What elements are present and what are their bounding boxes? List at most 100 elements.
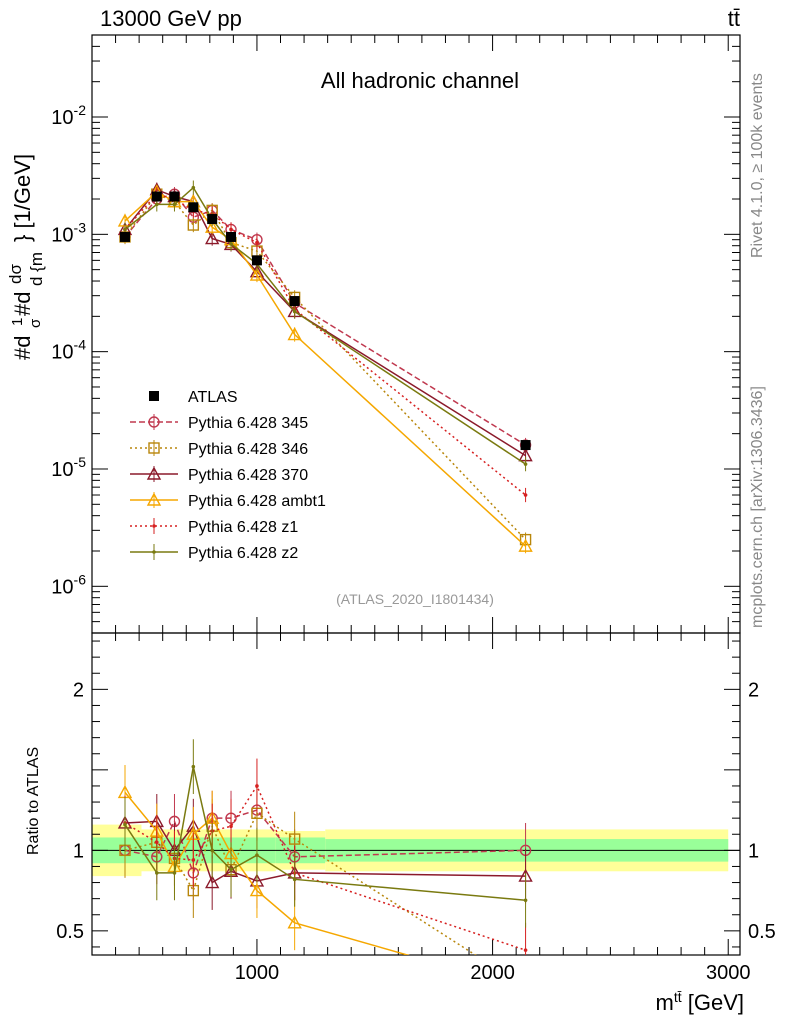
series-line <box>124 193 527 496</box>
svg-text:#d: #d <box>10 336 35 360</box>
legend-marker <box>152 550 156 554</box>
y-tick-label: 10-4 <box>51 337 86 364</box>
data-point <box>523 462 528 466</box>
data-point <box>523 493 528 497</box>
ratio-point <box>255 784 259 788</box>
legend-marker <box>152 524 156 528</box>
y-title-frac2-num: dσ <box>6 264 25 284</box>
ratio-point <box>155 840 159 845</box>
chart-title: All hadronic channel <box>321 68 519 93</box>
data-point <box>249 267 265 281</box>
ratio-point <box>229 824 233 828</box>
ratio-point <box>191 764 196 769</box>
ratio-point <box>292 877 297 882</box>
data-point <box>204 219 220 233</box>
series-line <box>124 193 527 541</box>
legend-label: Pythia 6.428 345 <box>188 415 308 432</box>
ratio-line <box>124 791 411 955</box>
data-point <box>229 227 233 232</box>
y-title-frac1-num: 1 <box>9 318 26 326</box>
legend-label: ATLAS <box>188 389 238 406</box>
legend-label: Pythia 6.428 ambt1 <box>188 493 326 510</box>
ratio-point <box>249 883 265 897</box>
legend-label: Pythia 6.428 z2 <box>188 545 298 562</box>
ratio-point <box>521 982 531 992</box>
legend-marker <box>146 492 162 506</box>
atlas-data-point <box>188 202 199 213</box>
data-point <box>123 227 127 232</box>
legend-label: Pythia 6.428 z1 <box>188 519 298 536</box>
header-left: 13000 GeV pp <box>100 6 242 31</box>
ratio-y-tick-label-right: 2 <box>748 679 759 701</box>
chart-layer: 10-2 10-3 10-4 10-5 10-6 0.5 0.5 1 1 2 2 1000 2000 30… <box>51 34 776 994</box>
data-point <box>255 240 259 245</box>
ratio-panel-frame <box>91 632 741 956</box>
atlas-data-point <box>151 191 162 202</box>
legend-label: Pythia 6.428 346 <box>188 441 308 458</box>
legend-marker <box>148 442 160 454</box>
ratio-point <box>288 833 301 845</box>
ratio-series-group <box>117 739 533 994</box>
ratio-point <box>155 871 159 875</box>
ratio-point <box>204 875 220 889</box>
y-title-frac2-den: d {m <box>27 252 46 286</box>
atlas-data-point <box>207 214 218 225</box>
y-tick-label: 10-6 <box>51 571 86 598</box>
ratio-point <box>255 853 259 857</box>
y-title-suffix: } [1/GeV] <box>10 154 35 242</box>
header-right: tt̄ <box>728 6 740 31</box>
y-title-prefix: #d <box>10 336 35 360</box>
ratio-point <box>191 858 196 862</box>
y-tick-label: 10-3 <box>51 219 86 246</box>
main-series-group <box>117 180 533 554</box>
ratio-point <box>210 848 214 853</box>
data-point <box>292 309 297 314</box>
data-point <box>187 219 200 231</box>
data-point <box>204 231 220 245</box>
x-tick-label: 2000 <box>470 962 515 984</box>
ratio-point <box>523 898 528 903</box>
ratio-y-tick-label-right: 0.5 <box>748 921 776 943</box>
analysis-tag: (ATLAS_2020_I1801434) <box>336 591 494 607</box>
ratio-y-tick-label: 0.5 <box>56 921 84 943</box>
legend-marker <box>148 416 160 428</box>
data-point <box>229 242 233 246</box>
ratio-point <box>123 822 127 827</box>
atlas-data-point <box>226 231 237 242</box>
legend-marker <box>146 466 162 480</box>
ratio-y-title: Ratio to ATLAS <box>25 747 42 855</box>
side-note-rivet: Rivet 4.1.0, ≥ 100k events <box>749 73 766 258</box>
y-axis-title: #d 1 σ #d dσ d {m } [1/GeV] <box>6 154 46 360</box>
ratio-point <box>523 948 528 952</box>
ratio-point <box>229 867 233 872</box>
y-title-mid: #d <box>10 292 35 316</box>
ratio-y-tick-label-right: 1 <box>748 840 759 862</box>
y-tick-label: 10-5 <box>51 454 86 481</box>
data-point <box>287 327 302 341</box>
data-point <box>155 202 159 207</box>
x-axis-title: mtt̄ [GeV] <box>656 989 744 1015</box>
atlas-data-point <box>289 296 300 307</box>
ratio-y-tick-label: 2 <box>73 679 84 701</box>
ratio-y-tick-label: 1 <box>73 840 84 862</box>
ratio-line <box>124 784 526 951</box>
atlas-data-point <box>119 231 130 242</box>
series-line <box>124 186 526 465</box>
atlas-data-point <box>169 191 180 202</box>
main-panel-frame <box>91 34 741 634</box>
ratio-point <box>287 915 302 929</box>
ratio-point <box>520 983 532 994</box>
data-point <box>191 185 196 190</box>
series-line <box>124 193 526 446</box>
svg-text:mtt̄ [GeV]: mtt̄ [GeV] <box>656 989 744 1015</box>
ratio-point <box>172 871 177 875</box>
atlas-data-point <box>520 440 531 451</box>
legend-label: Pythia 6.428 370 <box>188 467 308 484</box>
data-point <box>518 538 533 552</box>
legend-marker <box>149 391 159 401</box>
y-tick-label: 10-2 <box>51 102 86 129</box>
side-note-site: mcplots.cern.ch [arXiv:1306.3436] <box>749 386 766 628</box>
x-tick-label: 1000 <box>235 962 280 984</box>
y-title-frac1-den: σ <box>27 318 44 328</box>
